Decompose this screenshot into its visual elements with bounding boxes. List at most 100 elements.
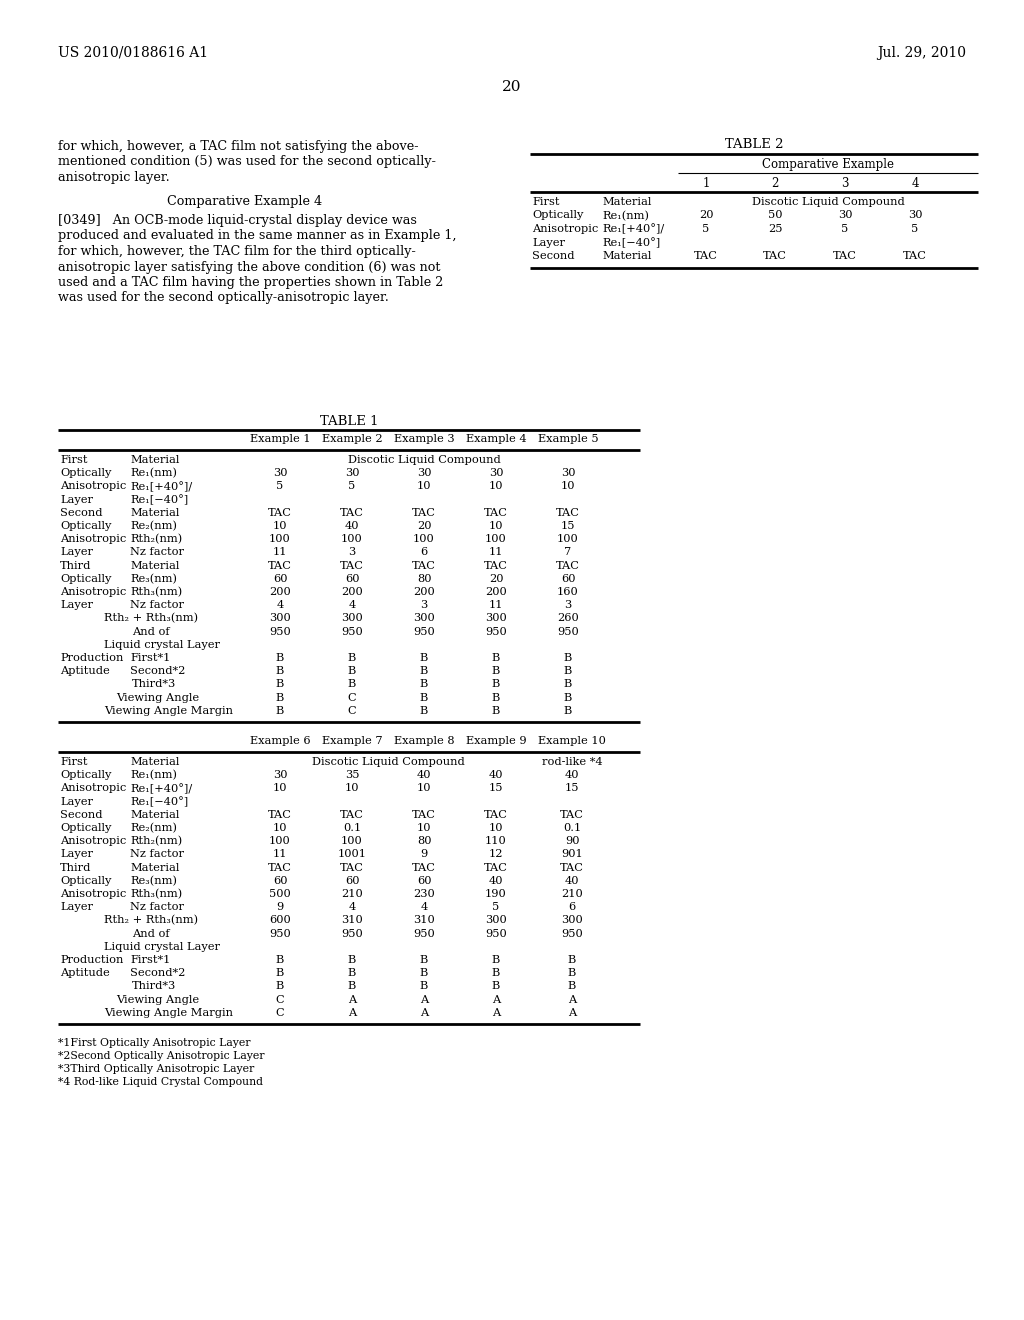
Text: 40: 40 (488, 770, 503, 780)
Text: Third*3: Third*3 (132, 680, 176, 689)
Text: 5: 5 (842, 224, 849, 234)
Text: 60: 60 (272, 574, 288, 583)
Text: Example 3: Example 3 (393, 434, 455, 444)
Text: Optically: Optically (60, 521, 112, 531)
Text: Material: Material (130, 862, 179, 873)
Text: 950: 950 (413, 928, 435, 939)
Text: TAC: TAC (340, 809, 364, 820)
Text: TAC: TAC (484, 862, 508, 873)
Text: B: B (275, 667, 285, 676)
Text: 300: 300 (269, 614, 291, 623)
Text: Liquid crystal Layer: Liquid crystal Layer (104, 941, 220, 952)
Text: Rth₃(nm): Rth₃(nm) (130, 888, 182, 899)
Text: 11: 11 (488, 548, 503, 557)
Text: TAC: TAC (903, 251, 927, 261)
Text: for which, however, the TAC film for the third optically-: for which, however, the TAC film for the… (58, 246, 416, 257)
Text: 300: 300 (561, 915, 583, 925)
Text: Optically: Optically (60, 469, 112, 478)
Text: 5: 5 (911, 224, 919, 234)
Text: Re₁(nm): Re₁(nm) (130, 770, 177, 780)
Text: 15: 15 (565, 783, 580, 793)
Text: C: C (275, 994, 285, 1005)
Text: 160: 160 (557, 587, 579, 597)
Text: B: B (275, 693, 285, 702)
Text: 230: 230 (413, 888, 435, 899)
Text: B: B (492, 680, 500, 689)
Text: 7: 7 (564, 548, 571, 557)
Text: Rth₂(nm): Rth₂(nm) (130, 836, 182, 846)
Text: Rth₂ + Rth₃(nm): Rth₂ + Rth₃(nm) (104, 614, 198, 624)
Text: 950: 950 (485, 928, 507, 939)
Text: 950: 950 (561, 928, 583, 939)
Text: Nz factor: Nz factor (130, 849, 184, 859)
Text: 3: 3 (421, 601, 428, 610)
Text: Anisotropic: Anisotropic (60, 888, 126, 899)
Text: Anisotropic: Anisotropic (60, 482, 126, 491)
Text: B: B (564, 693, 572, 702)
Text: 260: 260 (557, 614, 579, 623)
Text: 3: 3 (842, 177, 849, 190)
Text: 9: 9 (276, 902, 284, 912)
Text: TAC: TAC (340, 561, 364, 570)
Text: US 2010/0188616 A1: US 2010/0188616 A1 (58, 46, 208, 59)
Text: TABLE 2: TABLE 2 (725, 139, 783, 150)
Text: Nz factor: Nz factor (130, 548, 184, 557)
Text: 190: 190 (485, 888, 507, 899)
Text: B: B (492, 667, 500, 676)
Text: First*1: First*1 (130, 653, 170, 663)
Text: used and a TAC film having the properties shown in Table 2: used and a TAC film having the propertie… (58, 276, 443, 289)
Text: Optically: Optically (60, 574, 112, 583)
Text: Anisotropic: Anisotropic (60, 535, 126, 544)
Text: B: B (420, 693, 428, 702)
Text: 60: 60 (345, 574, 359, 583)
Text: 310: 310 (413, 915, 435, 925)
Text: 90: 90 (565, 836, 580, 846)
Text: 3: 3 (564, 601, 571, 610)
Text: Comparative Example 4: Comparative Example 4 (168, 194, 323, 207)
Text: B: B (564, 653, 572, 663)
Text: 15: 15 (561, 521, 575, 531)
Text: 5: 5 (702, 224, 710, 234)
Text: Third: Third (60, 862, 91, 873)
Text: C: C (348, 693, 356, 702)
Text: Re₂(nm): Re₂(nm) (130, 521, 177, 532)
Text: Material: Material (602, 251, 651, 261)
Text: B: B (348, 968, 356, 978)
Text: B: B (568, 954, 577, 965)
Text: Re₁[−40°]: Re₁[−40°] (130, 495, 188, 506)
Text: 1: 1 (702, 177, 710, 190)
Text: Anisotropic: Anisotropic (60, 783, 126, 793)
Text: B: B (420, 653, 428, 663)
Text: B: B (275, 706, 285, 715)
Text: Re₁[+40°]/: Re₁[+40°]/ (130, 482, 193, 492)
Text: 950: 950 (341, 627, 362, 636)
Text: First: First (60, 455, 87, 465)
Text: B: B (275, 968, 285, 978)
Text: 100: 100 (557, 535, 579, 544)
Text: was used for the second optically-anisotropic layer.: was used for the second optically-anisot… (58, 292, 389, 305)
Text: 30: 30 (907, 210, 923, 220)
Text: 10: 10 (345, 783, 359, 793)
Text: B: B (420, 680, 428, 689)
Text: 30: 30 (272, 770, 288, 780)
Text: A: A (420, 994, 428, 1005)
Text: mentioned condition (5) was used for the second optically-: mentioned condition (5) was used for the… (58, 156, 436, 169)
Text: Anisotropic: Anisotropic (60, 836, 126, 846)
Text: B: B (420, 706, 428, 715)
Text: Re₁(nm): Re₁(nm) (602, 210, 649, 220)
Text: B: B (564, 680, 572, 689)
Text: 1001: 1001 (338, 849, 367, 859)
Text: 40: 40 (345, 521, 359, 531)
Text: A: A (348, 994, 356, 1005)
Text: 60: 60 (417, 875, 431, 886)
Text: TAC: TAC (412, 862, 436, 873)
Text: 10: 10 (417, 822, 431, 833)
Text: 100: 100 (269, 535, 291, 544)
Text: Aptitude: Aptitude (60, 667, 110, 676)
Text: B: B (348, 667, 356, 676)
Text: Second: Second (532, 251, 574, 261)
Text: Viewing Angle Margin: Viewing Angle Margin (104, 1007, 233, 1018)
Text: 30: 30 (838, 210, 852, 220)
Text: Example 8: Example 8 (393, 737, 455, 746)
Text: Example 10: Example 10 (538, 737, 606, 746)
